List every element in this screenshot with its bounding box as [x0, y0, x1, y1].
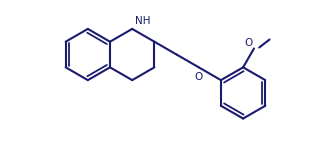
Text: O: O [245, 38, 253, 47]
Text: O: O [195, 72, 203, 82]
Text: NH: NH [135, 16, 150, 26]
